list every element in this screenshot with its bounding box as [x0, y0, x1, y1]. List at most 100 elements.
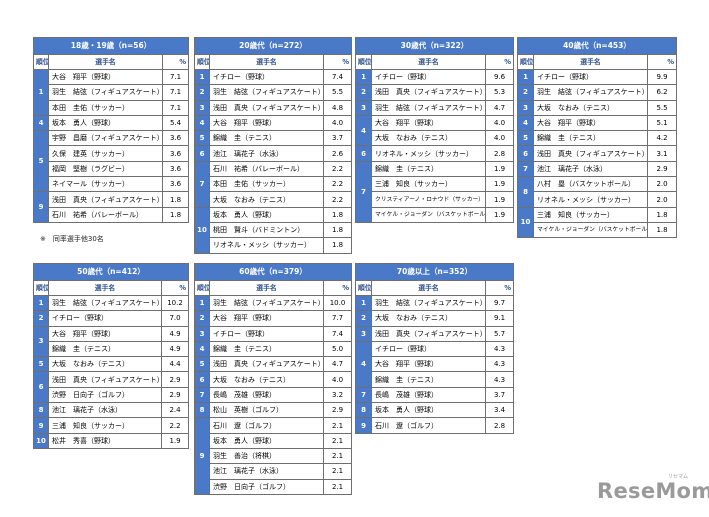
athlete-name-cell: 羽生 結弦（フィギュアスケート） [533, 84, 648, 101]
rank-cell: 4 [194, 114, 210, 132]
table-row: 3 羽生 結弦（フィギュアスケート） 4.7 [355, 99, 515, 116]
table-row: 10 坂本 勇人（野球） 1.8 [194, 206, 353, 254]
rank-cell: 5 [194, 130, 210, 147]
table-body: 1 イチロー（野球） 9.6 2 浅田 真央（フィギュアスケート） 5.3 3 羽生 結弦（フ… [355, 68, 515, 223]
athlete-name-cell: 羽生 結弦（フィギュアスケート） [48, 84, 163, 101]
athlete-name-cell: 坂本 勇人（野球） [48, 114, 163, 132]
athlete-name-cell: 大坂 なおみ（テニス） [371, 310, 486, 327]
percent-cell: 2.0 [646, 191, 678, 208]
header-pct: % [322, 54, 353, 70]
header-rank: 順位 [355, 280, 372, 296]
table-row: リオネル・メッシ（サッカー） 2.0 [518, 191, 678, 208]
header-name: 選手名 [48, 54, 163, 70]
athlete-name-cell: 錦織 圭（テニス） [371, 160, 486, 178]
table-row: 久保 建英（サッカー） 3.6 [34, 145, 190, 162]
athlete-name-cell: 浅田 真央（フィギュアスケート） [48, 371, 162, 388]
percent-cell: 5.5 [322, 84, 353, 101]
table-row: 羽生 結弦（フィギュアスケート） 7.1 [34, 84, 190, 101]
athlete-name-cell: 大坂 なおみ（テニス） [371, 130, 486, 147]
header-name: 選手名 [371, 280, 486, 296]
percent-cell: 4.3 [484, 371, 515, 388]
rank-cell: 2 [355, 310, 372, 327]
rank-cell: 5 [517, 130, 534, 147]
percent-cell: 9.6 [484, 68, 515, 86]
athlete-name-cell: 池江 璃花子（水泳） [209, 463, 324, 480]
percent-cell: 4.3 [484, 340, 515, 358]
athlete-name-cell: 池江 璃花子（水泳） [209, 145, 324, 162]
table-row: 1 イチロー（野球） 9.6 [355, 68, 515, 86]
athlete-name-cell: イチロー（野球） [48, 310, 162, 327]
percent-cell: 1.9 [484, 176, 515, 193]
percent-cell: 10.0 [322, 294, 353, 312]
rank-cell: 1 [517, 68, 534, 86]
table-row: 福岡 堅樹（ラグビー） 3.6 [34, 160, 190, 178]
rank-cell: 1 [33, 69, 49, 116]
header-rank: 順位 [33, 54, 49, 70]
athlete-name-cell: 桃田 賢斗（バドミントン） [209, 221, 324, 239]
rank-cell: 8 [194, 402, 210, 419]
table-row: 6 大坂 なおみ（テニス） 4.0 [194, 371, 353, 388]
table-row: 大坂 なおみ（テニス） 2.2 [195, 191, 353, 208]
rank-cell: 4 [355, 114, 372, 147]
rank-cell: 7 [355, 160, 372, 223]
rank-cell: 1 [355, 294, 372, 312]
rank-cell: 1 [355, 68, 372, 86]
percent-cell: 5.1 [646, 114, 678, 132]
table-row: 1 羽生 結弦（フィギュアスケート） 9.7 [355, 294, 515, 312]
table-row: クリスティアーノ・ロナウド（サッカー） 1.9 [356, 191, 515, 208]
header-name: 選手名 [371, 54, 486, 70]
athlete-name-cell: 坂本 勇人（野球） [209, 432, 324, 449]
table-row: 三浦 知良（サッカー） 1.9 [356, 176, 515, 193]
rank-cell: 2 [194, 84, 210, 101]
rank-cell: 3 [355, 325, 372, 342]
percent-cell: 2.6 [322, 145, 353, 162]
percent-cell: 1.8 [161, 206, 190, 223]
ranking-table-age-20s: 20歳代（n=272） 順位 選手名 % 1 イチロー（野球） 7.4 2 羽生 結弦（… [193, 37, 353, 254]
table-row: 6 浅田 真央（フィギュアスケート） 2.9 [33, 371, 190, 404]
rank-cell: 7 [194, 386, 210, 404]
percent-cell: 1.8 [322, 221, 353, 239]
percent-cell: 4.9 [160, 325, 190, 342]
table-row: 7 池江 璃花子（水泳） 2.9 [517, 160, 678, 178]
athlete-name-cell: 浅田 真央（フィギュアスケート） [371, 325, 486, 342]
percent-cell: 2.9 [160, 386, 190, 404]
percent-cell: 1.8 [646, 206, 678, 223]
rank-cell: 8 [517, 176, 534, 208]
table-title: 18歳・19歳（n=56） [32, 37, 190, 55]
resemom-logo: ReseMom [597, 479, 709, 503]
athlete-name-cell: 浅田 真央（フィギュアスケート） [48, 191, 163, 208]
athlete-name-cell: 本田 圭佑（サッカー） [209, 176, 324, 193]
table-row: 2 大坂 なおみ（テニス） 9.1 [355, 310, 515, 327]
athlete-name-cell: 坂本 勇人（野球） [371, 402, 486, 419]
rank-cell: 6 [194, 145, 210, 162]
rank-cell: 5 [33, 356, 49, 373]
table-row: 6 浅田 真央（フィギュアスケート） 3.1 [517, 145, 678, 162]
header-rank: 順位 [194, 280, 210, 296]
percent-cell: 2.1 [322, 432, 353, 449]
table-row: 2 羽生 結弦（フィギュアスケート） 6.2 [517, 84, 678, 101]
table-row: 本田 圭佑（サッカー） 7.1 [34, 99, 190, 116]
athlete-name-cell: イチロー（野球） [533, 68, 648, 86]
athlete-name-cell: 池江 璃花子（水泳） [533, 160, 648, 178]
athlete-name-cell: 大谷 翔平（野球） [371, 114, 486, 132]
rank-cell: 9 [194, 417, 210, 495]
percent-cell: 4.9 [160, 340, 190, 358]
percent-cell: 5.3 [484, 84, 515, 101]
rank-cell: 2 [33, 310, 49, 327]
rank-cell: 3 [33, 325, 49, 358]
table-row: 5 宇野 昌磨（フィギュアスケート） 3.6 [33, 130, 190, 193]
ranking-table-age-18-19: 18歳・19歳（n=56） 順位 選手名 % 1 大谷 翔平（野球） 7.1 羽生 結… [32, 37, 190, 223]
percent-cell: 2.1 [322, 447, 353, 465]
table-row: 4 大谷 翔平（野球） 4.0 [194, 114, 353, 132]
table-row: 3 浅田 真央（フィギュアスケート） 5.7 [355, 325, 515, 342]
table-row: 2 浅田 真央（フィギュアスケート） 5.3 [355, 84, 515, 101]
table-row: 羽生 善治（将棋） 2.1 [195, 447, 353, 465]
athlete-name-cell: 石川 祐希（バレーボール） [209, 160, 324, 178]
athlete-name-cell: マイケル・ジョーダン（バスケットボール） [533, 221, 648, 239]
percent-cell: 1.8 [161, 191, 190, 208]
athlete-name-cell: リオネル・メッシ（サッカー） [209, 237, 324, 254]
table-title: 60歳代（n=379） [193, 263, 353, 281]
table-row: 1 大谷 翔平（野球） 7.1 [33, 68, 190, 116]
percent-cell: 7.4 [322, 325, 353, 342]
athlete-name-cell: 錦織 圭（テニス） [209, 130, 324, 147]
